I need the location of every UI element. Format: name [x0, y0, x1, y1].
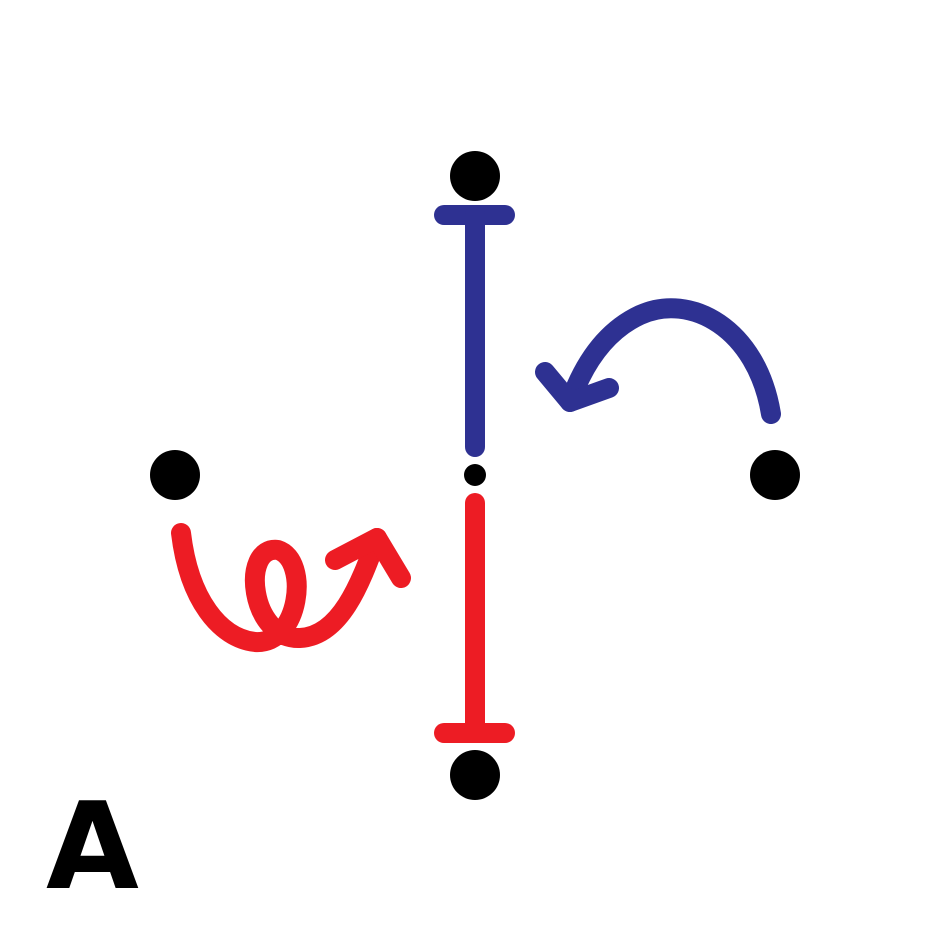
- left-node: [150, 450, 200, 500]
- lower-bar: [434, 493, 515, 743]
- right-node: [750, 450, 800, 500]
- top-node: [450, 151, 500, 201]
- center-node: [464, 464, 486, 486]
- loop-arrow: [171, 523, 411, 652]
- upper-bar: [434, 205, 515, 457]
- curved-arrow: [535, 298, 781, 424]
- bottom-node: [450, 750, 500, 800]
- panel-label: A: [46, 778, 139, 917]
